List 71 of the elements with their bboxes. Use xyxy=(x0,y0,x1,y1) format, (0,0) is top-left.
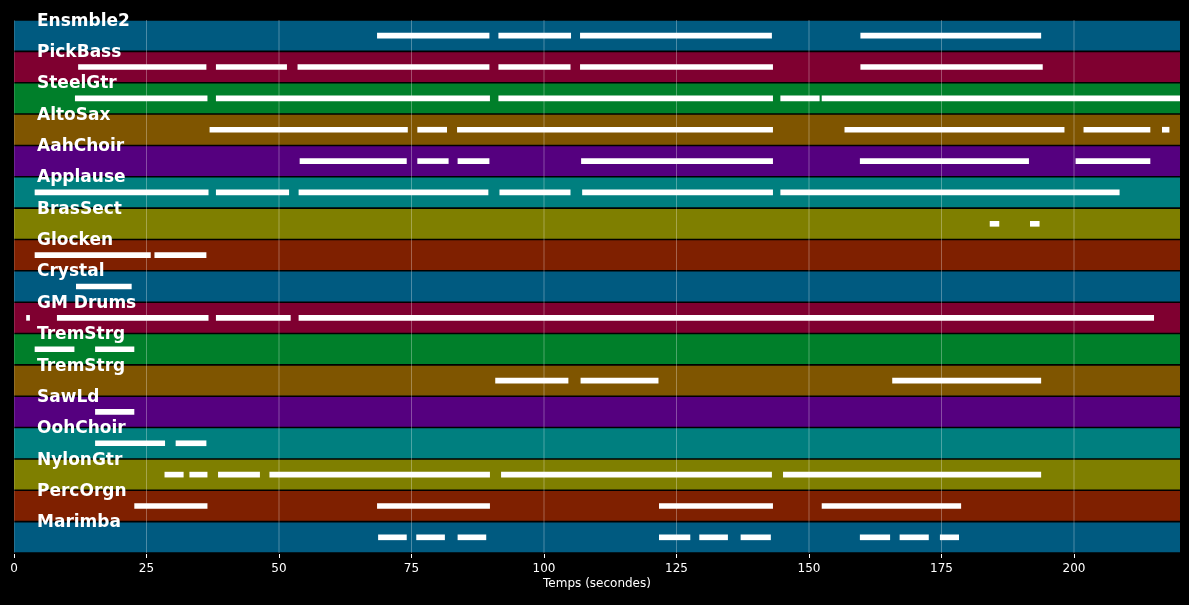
x-tick-label: 0 xyxy=(10,561,18,576)
bar xyxy=(95,346,135,353)
x-tick-label: 50 xyxy=(271,561,287,576)
y-tick-label: GM Drums xyxy=(37,291,137,312)
bar xyxy=(34,252,151,258)
x-tick-label: 150 xyxy=(797,561,821,576)
y-tick-label: TremStrg xyxy=(37,323,126,344)
y-tick-label: Glocken xyxy=(37,229,114,250)
bar xyxy=(457,158,490,164)
bar xyxy=(860,32,1042,39)
bar xyxy=(209,126,408,133)
bar xyxy=(498,64,571,70)
bar xyxy=(499,189,571,196)
bar xyxy=(1161,126,1170,133)
bar xyxy=(498,32,572,39)
bar xyxy=(580,32,772,39)
bar xyxy=(659,503,773,509)
bar xyxy=(154,252,207,258)
bar xyxy=(1030,220,1040,227)
y-tick-label: SawLd xyxy=(37,385,100,406)
bar xyxy=(417,158,449,164)
bar xyxy=(780,95,820,102)
bar xyxy=(378,534,407,541)
y-tick-label: Marimba xyxy=(37,511,121,532)
x-tick-label: 200 xyxy=(1062,561,1086,576)
y-tick-label: NylonGtr xyxy=(37,448,123,469)
bar xyxy=(821,503,962,509)
x-tick-label: 125 xyxy=(665,561,688,576)
y-tick-label: SteelGtr xyxy=(37,72,118,93)
x-tick-label: 100 xyxy=(532,561,556,576)
bar xyxy=(56,315,209,321)
bar xyxy=(34,346,75,353)
bar xyxy=(859,158,1029,164)
bar xyxy=(416,534,445,541)
bar xyxy=(457,126,773,133)
bar xyxy=(215,315,291,321)
bar xyxy=(844,126,1065,133)
bar xyxy=(134,503,208,509)
bar xyxy=(297,64,490,70)
bar xyxy=(298,315,1155,321)
bar xyxy=(699,534,728,541)
x-tick-label: 175 xyxy=(930,561,953,576)
x-tick-label: 25 xyxy=(138,561,155,576)
bar xyxy=(95,440,166,447)
y-tick-label: PercOrgn xyxy=(37,479,127,500)
bar xyxy=(1075,158,1151,164)
bar xyxy=(581,158,773,164)
bar xyxy=(299,158,407,164)
bar xyxy=(1083,126,1151,133)
y-tick-label: TremStrg xyxy=(37,354,126,375)
y-tick-label: Applause xyxy=(37,166,126,187)
y-tick-label: AahChoir xyxy=(37,135,125,156)
bar xyxy=(95,409,135,415)
bar xyxy=(377,503,490,509)
bar xyxy=(26,315,30,321)
bar xyxy=(215,64,287,70)
bar xyxy=(417,126,448,133)
bar xyxy=(989,220,1000,227)
bar xyxy=(860,64,1043,70)
y-tick-label: Crystal xyxy=(37,260,105,281)
y-tick-label: Ensmble2 xyxy=(37,9,130,30)
y-tick-label: PickBass xyxy=(37,40,122,61)
y-tick-label: AltoSax xyxy=(37,103,111,124)
y-tick-label: OohChoir xyxy=(37,417,127,438)
x-tick-label: 75 xyxy=(403,561,420,576)
y-tick-label: BrasSect xyxy=(37,197,122,218)
bar xyxy=(175,440,207,447)
x-axis-title: Temps (secondes) xyxy=(542,576,651,591)
bar xyxy=(78,64,207,70)
bar xyxy=(377,32,490,39)
bar xyxy=(580,64,773,70)
